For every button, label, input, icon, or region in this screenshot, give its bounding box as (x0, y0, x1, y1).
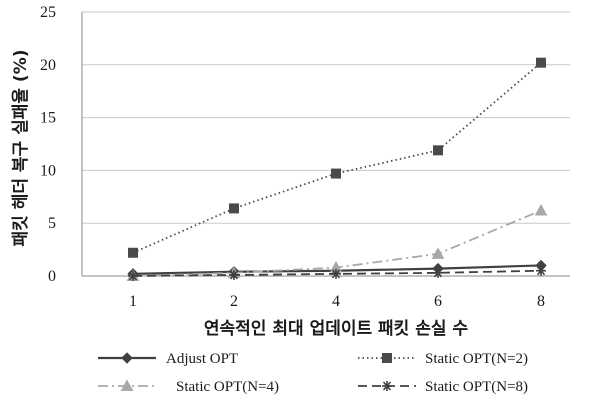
x-tick-label: 6 (434, 293, 442, 310)
y-tick-label: 5 (48, 215, 56, 232)
series-4 (128, 265, 546, 281)
legend-item: Static OPT(N=4) (98, 379, 279, 395)
legend-label: Static OPT(N=8) (425, 379, 528, 395)
legend-marker (382, 353, 392, 363)
data-point (128, 247, 138, 258)
x-tick-labels: 1 2 4 6 8 (129, 293, 545, 310)
legend-item: Adjust OPT (98, 351, 238, 367)
y-tick-label: 15 (40, 110, 56, 127)
data-point (433, 267, 443, 278)
data-point (536, 265, 546, 276)
series-2 (128, 57, 546, 258)
data-point (431, 247, 445, 259)
x-tick-label: 1 (129, 293, 137, 310)
data-point (331, 168, 341, 179)
y-tick-label: 10 (40, 162, 56, 179)
legend-item: Static OPT(N=2) (358, 351, 528, 367)
legend-marker (120, 379, 134, 391)
x-tick-label: 8 (537, 293, 545, 310)
x-tick-label: 2 (230, 293, 238, 310)
x-axis-title: 연속적인 최대 업데이트 패킷 손실 수 (204, 319, 469, 339)
legend-item: Static OPT(N=8) (358, 379, 528, 395)
data-point (229, 269, 239, 280)
y-tick-label: 25 (40, 4, 56, 21)
x-tick-label: 4 (332, 293, 340, 310)
y-tick-labels: 0 5 10 15 20 25 (40, 4, 56, 285)
data-point (536, 57, 546, 68)
legend-marker (382, 381, 392, 391)
data-point (331, 268, 341, 279)
legend-label: Static OPT(N=2) (425, 351, 528, 367)
series-line (132, 62, 542, 254)
data-point (128, 271, 138, 281)
data-point (433, 145, 443, 156)
legend-label: Adjust OPT (166, 351, 238, 367)
series-3 (126, 203, 548, 281)
series-layer (126, 57, 548, 281)
y-axis-title: 패킷 헤더 복구 실패율 (%) (11, 49, 31, 246)
legend-label: Static OPT(N=4) (176, 379, 279, 395)
y-tick-label: 20 (40, 57, 56, 74)
data-point (534, 203, 548, 216)
legend-marker (121, 352, 133, 364)
grid-layer (81, 11, 570, 277)
legend: Adjust OPT Static OPT(N=2) Static OPT(N=4)… (98, 351, 528, 395)
y-tick-label: 0 (48, 268, 56, 285)
data-point (229, 203, 239, 214)
